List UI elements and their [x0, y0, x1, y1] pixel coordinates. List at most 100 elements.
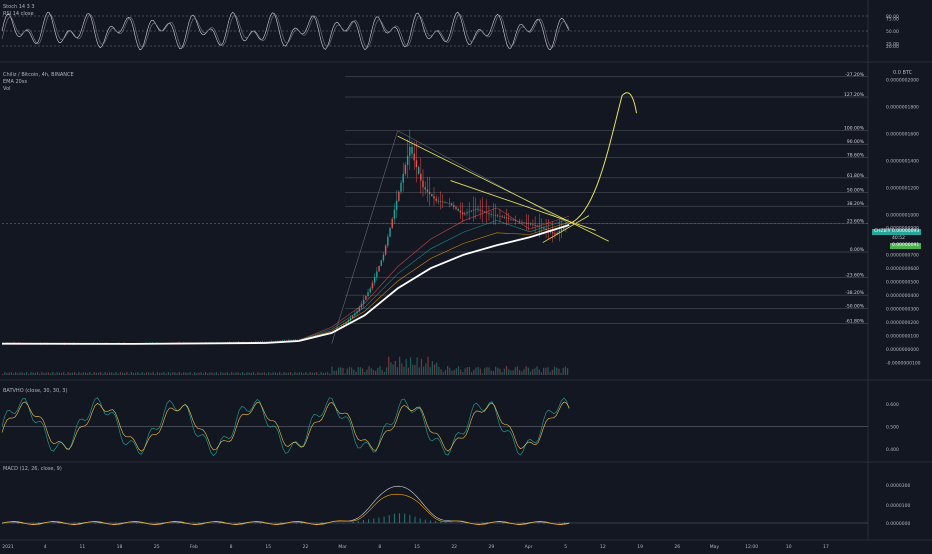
x-tick-label: 11: [79, 544, 85, 550]
volume-bar: [74, 372, 75, 375]
volume-bar: [168, 372, 169, 375]
volume-bar: [377, 368, 378, 375]
y-tick-label: 0.0000001200: [886, 185, 919, 191]
y-tick-label: 0.0000000300: [886, 307, 919, 313]
volume-bar: [475, 367, 476, 375]
volume-bar: [259, 373, 260, 375]
volume-bar: [349, 367, 350, 375]
candle-body: [422, 181, 423, 188]
candle-body: [466, 212, 467, 213]
volume-bar: [43, 373, 44, 375]
candle-body: [385, 246, 386, 255]
volume-bar: [532, 369, 533, 375]
volume-bar: [283, 372, 284, 375]
x-tick-label: 19: [637, 544, 643, 550]
volume-bar: [512, 370, 513, 375]
macd-hist-bar: [136, 523, 137, 524]
volume-bar: [560, 373, 561, 375]
volume-bar: [353, 370, 354, 375]
macd-hist-bar: [280, 522, 281, 523]
volume-bar: [547, 367, 548, 375]
candle-body: [376, 272, 377, 278]
fib-level-label: 38.20%: [847, 201, 865, 207]
volume-bar: [534, 368, 535, 375]
fib-anchor-line: [398, 131, 569, 224]
macd-hist-bar: [121, 522, 122, 523]
volume-bar: [198, 373, 199, 375]
volume-bar: [556, 368, 557, 375]
macd-hist-bar: [363, 520, 364, 523]
x-tick-label: 25: [154, 544, 160, 550]
volume-bar: [488, 367, 489, 375]
macd-hist-bar: [502, 523, 503, 524]
macd-hist-bar: [451, 522, 452, 523]
candle-body: [411, 147, 412, 154]
y-tick-label: 0.0000001400: [886, 158, 919, 164]
volume-bar: [122, 373, 123, 375]
volume-bar: [268, 372, 269, 375]
volume-bar: [98, 373, 99, 375]
volume-bar: [552, 370, 553, 375]
volume-bar: [286, 373, 287, 375]
candle-body: [486, 212, 487, 213]
macd-hist-bar: [219, 523, 220, 524]
candle-body: [495, 215, 496, 216]
macd-hist-bar: [461, 523, 462, 524]
volume-bar: [536, 366, 537, 375]
candle-body: [460, 211, 461, 213]
fib-level-label: 0.00%: [850, 247, 865, 253]
volume-bar: [432, 361, 433, 375]
candle-body: [543, 228, 544, 229]
candle-body: [431, 194, 432, 196]
x-tick-label: 15: [414, 544, 420, 550]
macd-tick-label: 0.0000300: [886, 483, 910, 489]
volume-bar: [9, 373, 10, 375]
volume-bar: [497, 368, 498, 375]
candle-body: [416, 160, 417, 167]
volume-bar: [205, 372, 206, 375]
x-tick-label: 17: [823, 544, 829, 550]
volume-bar: [371, 368, 372, 375]
volume-bar: [563, 368, 564, 375]
volume-bar: [504, 369, 505, 375]
candle-body: [453, 205, 454, 207]
volume-bar: [369, 366, 370, 375]
volume-bar: [89, 372, 90, 375]
y-tick-label: 0.0000000600: [886, 266, 919, 272]
volume-bar: [120, 372, 121, 375]
candle-body: [435, 199, 436, 201]
macd-hist-bar: [322, 522, 323, 523]
volume-bar: [26, 372, 27, 375]
indicator-label-vol: Vol: [3, 86, 10, 92]
macd-hist-bar: [17, 523, 18, 524]
macd-hist-bar: [33, 522, 34, 523]
macd-hist-bar: [564, 522, 565, 523]
macd-hist-bar: [399, 513, 400, 523]
volume-bar: [294, 372, 295, 375]
macd-tick-label: 0.0000000: [886, 521, 910, 527]
volume-bar: [543, 368, 544, 375]
price-tag-value: 0.00000093: [890, 229, 921, 235]
macd-pane-label: MACD (12, 26, close, 9): [3, 466, 62, 472]
candle-body: [414, 154, 415, 161]
projection-curve: [569, 93, 636, 224]
volume-bar: [83, 372, 84, 375]
unit-label: 0.0 BTC: [893, 70, 912, 76]
volume-bar: [314, 373, 315, 375]
volume-bar: [163, 372, 164, 375]
volume-bar: [299, 372, 300, 375]
macd-hist-bar: [523, 522, 524, 523]
candle-body: [455, 207, 456, 209]
candle-body: [429, 192, 430, 194]
volume-bar: [72, 373, 73, 375]
volume-bar: [408, 368, 409, 375]
macd-hist-bar: [260, 523, 261, 524]
volume-bar: [170, 373, 171, 375]
macd-hist-bar: [141, 523, 142, 524]
candle-body: [539, 226, 540, 227]
volume-bar: [397, 367, 398, 375]
x-tick-label: 10: [786, 544, 792, 550]
volume-bar: [510, 371, 511, 375]
price-tag-ema: 0.00000091: [890, 243, 921, 249]
volume-bar: [414, 365, 415, 375]
